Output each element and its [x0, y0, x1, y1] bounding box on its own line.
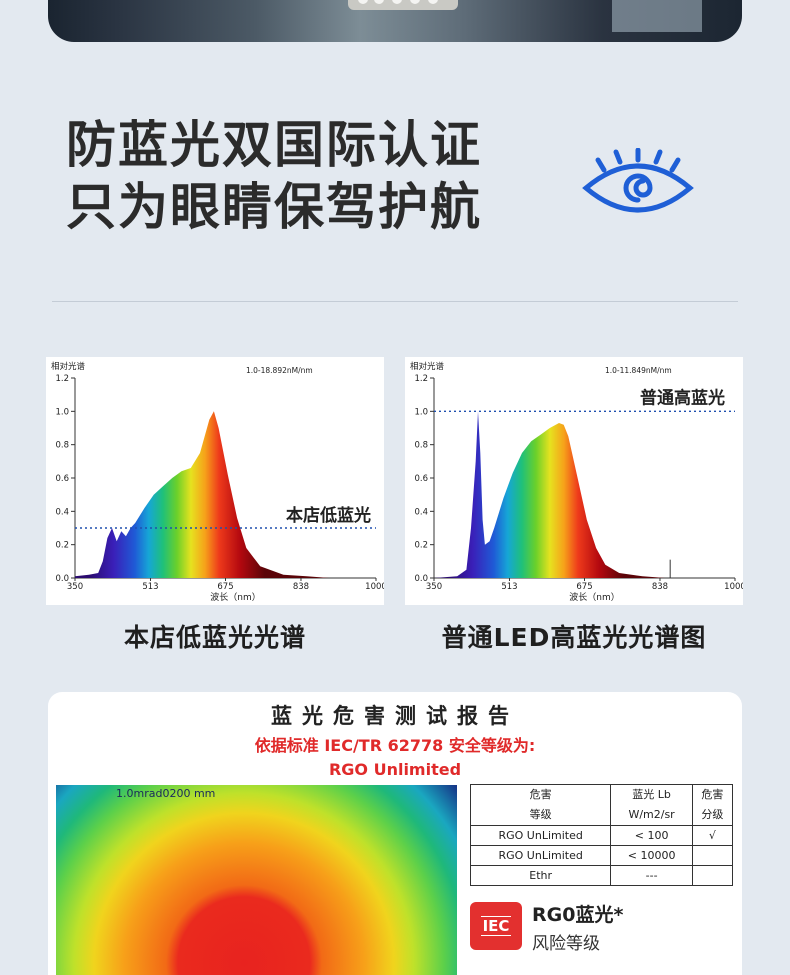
- table-row: RGO UnLimited < 100 √: [469, 825, 734, 846]
- x-tick-label: 838: [293, 582, 309, 592]
- y-axis-title: 相对光谱: [51, 361, 86, 372]
- iec-logo-icon: IEC: [470, 902, 522, 950]
- x-tick-label: 350: [67, 582, 83, 592]
- risk-group-title: RG0蓝光*: [532, 904, 624, 926]
- irradiance-heatmap: 1.0mrad0200 mm: [56, 785, 457, 975]
- table-cell: [691, 865, 734, 886]
- chart-caption-low-blue: 本店低蓝光光谱: [123, 623, 306, 652]
- y-axis-title: 相对光谱: [410, 361, 445, 372]
- y-tick-label: 0.4: [55, 507, 69, 517]
- hero-photo: [0, 0, 790, 42]
- table-cell: < 100: [610, 825, 693, 846]
- eye-icon: [582, 148, 694, 213]
- y-tick-label: 0.4: [414, 507, 428, 517]
- table-cell: RGO UnLimited: [469, 825, 612, 846]
- table-header-row: 危害 等级 蓝光 Lb W/m2/sr 危害 分级: [469, 784, 734, 826]
- x-axis-title: 波长（nm）: [210, 591, 260, 603]
- report-standard: 依据标准 IEC/TR 62778 安全等级为: RGO Unlimited: [48, 734, 742, 782]
- report-title: 蓝光危害测试报告: [271, 704, 519, 728]
- blue-light-report-card: 蓝光危害测试报告 依据标准 IEC/TR 62778 安全等级为: RGO Un…: [48, 692, 742, 975]
- x-tick-label: 1000: [724, 582, 743, 592]
- y-tick-label: 1.0: [55, 407, 69, 417]
- y-tick-label: 0.0: [414, 574, 428, 584]
- section-divider: [52, 301, 738, 302]
- table-cell: [691, 845, 734, 866]
- y-tick-label: 0.2: [414, 541, 428, 551]
- table-cell: Ethr: [469, 865, 612, 886]
- y-tick-label: 1.2: [414, 374, 428, 384]
- y-tick-label: 0.6: [414, 474, 428, 484]
- table-cell: ---: [610, 865, 693, 886]
- x-tick-label: 1000: [365, 582, 384, 592]
- spectrum-area: [75, 411, 376, 578]
- table-cell: √: [691, 825, 734, 846]
- table-cell: RGO UnLimited: [469, 845, 612, 866]
- headline: 防蓝光双国际认证 只为眼睛保驾护航: [66, 114, 482, 238]
- y-tick-label: 0.6: [55, 474, 69, 484]
- chart-annotation: 普通高蓝光: [640, 387, 725, 408]
- heatmap-label: 1.0mrad0200 mm: [116, 787, 216, 800]
- spectrum-area: [434, 411, 735, 578]
- table-row: RGO UnLimited < 10000: [469, 845, 734, 866]
- risk-group-subtitle: 风险等级: [532, 934, 600, 954]
- table-row: Ethr ---: [469, 865, 734, 886]
- y-tick-label: 1.2: [55, 374, 69, 384]
- header-classification: 危害 分级: [691, 784, 734, 826]
- header-hazard-level: 危害 等级: [469, 784, 612, 826]
- window-image: [612, 0, 702, 32]
- x-tick-label: 838: [652, 582, 668, 592]
- product-photo-strip: [48, 0, 742, 42]
- x-tick-label: 513: [142, 582, 158, 592]
- y-tick-label: 0.8: [414, 441, 428, 451]
- x-tick-label: 513: [501, 582, 517, 592]
- chart-annotation: 本店低蓝光: [286, 505, 371, 526]
- chart-caption-high-blue: 普通LED高蓝光光谱图: [441, 623, 707, 652]
- plant-pot-image: [348, 0, 458, 10]
- y-tick-label: 1.0: [414, 407, 428, 417]
- range-note: 1.0-18.892nM/nm: [246, 366, 313, 375]
- table-cell: < 10000: [610, 845, 693, 866]
- y-tick-label: 0.8: [55, 441, 69, 451]
- report-standard-line-2: RGO Unlimited: [328, 760, 462, 779]
- y-tick-label: 0.0: [55, 574, 69, 584]
- x-axis-title: 波长（nm）: [569, 591, 619, 603]
- report-standard-line-1: 依据标准 IEC/TR 62778 安全等级为:: [254, 736, 536, 755]
- headline-line-2: 只为眼睛保驾护航: [66, 178, 482, 236]
- x-tick-label: 675: [576, 582, 592, 592]
- x-tick-label: 350: [426, 582, 442, 592]
- headline-line-1: 防蓝光双国际认证: [66, 116, 482, 174]
- y-tick-label: 0.2: [55, 541, 69, 551]
- x-tick-label: 675: [217, 582, 233, 592]
- range-note: 1.0-11.849nM/nm: [605, 366, 672, 375]
- header-blue-lb: 蓝光 Lb W/m2/sr: [610, 784, 693, 826]
- hazard-table: 危害 等级 蓝光 Lb W/m2/sr 危害 分级 RGO UnLimited < 1…: [469, 784, 734, 886]
